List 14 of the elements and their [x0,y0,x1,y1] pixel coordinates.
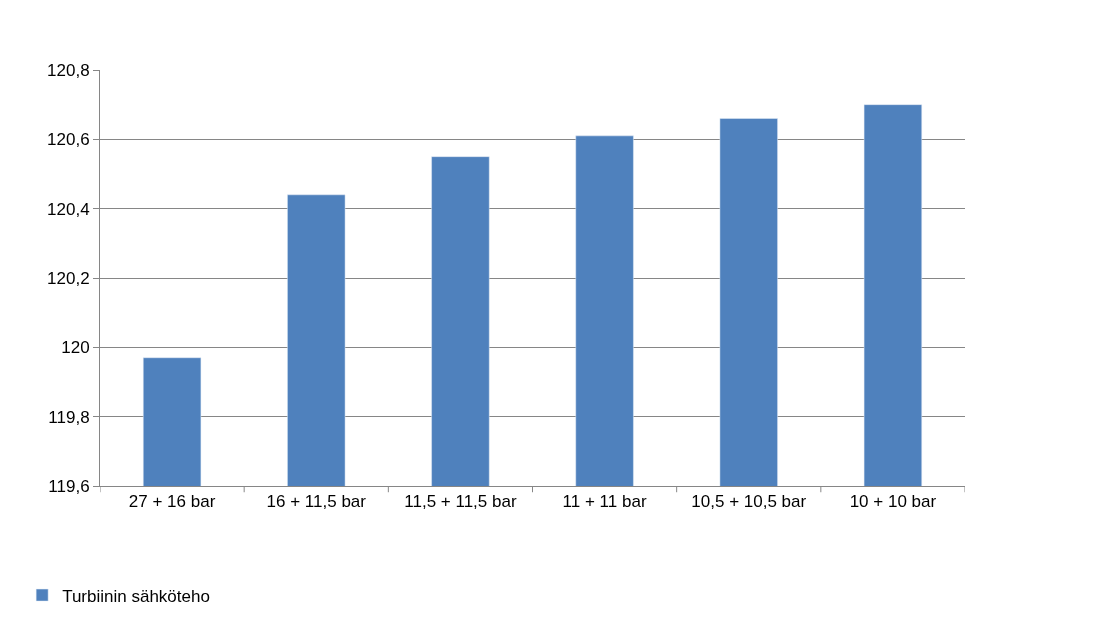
y-tick-label: 119,8 [48,407,90,427]
x-tick-label: 27 + 16 bar [128,492,216,512]
y-tick-label: 120,6 [47,130,90,150]
y-tick-label: 119,6 [48,476,90,496]
y-tick-label: 120 [61,338,90,358]
x-tick-label: 11 + 11 bar [562,492,647,512]
y-tick-label: 120,4 [47,199,90,219]
x-tick-label: 16 + 11,5 bar [266,492,367,512]
y-tick-label: 120,2 [47,268,90,288]
x-tick-label: 11,5 + 11,5 bar [404,492,517,512]
y-tick-label: 120,8 [47,60,90,80]
legend-label: Turbiinin sähköteho [62,586,210,606]
x-tick-label: 10,5 + 10,5 bar [691,492,807,512]
x-tick-label: 10 + 10 bar [849,492,937,512]
